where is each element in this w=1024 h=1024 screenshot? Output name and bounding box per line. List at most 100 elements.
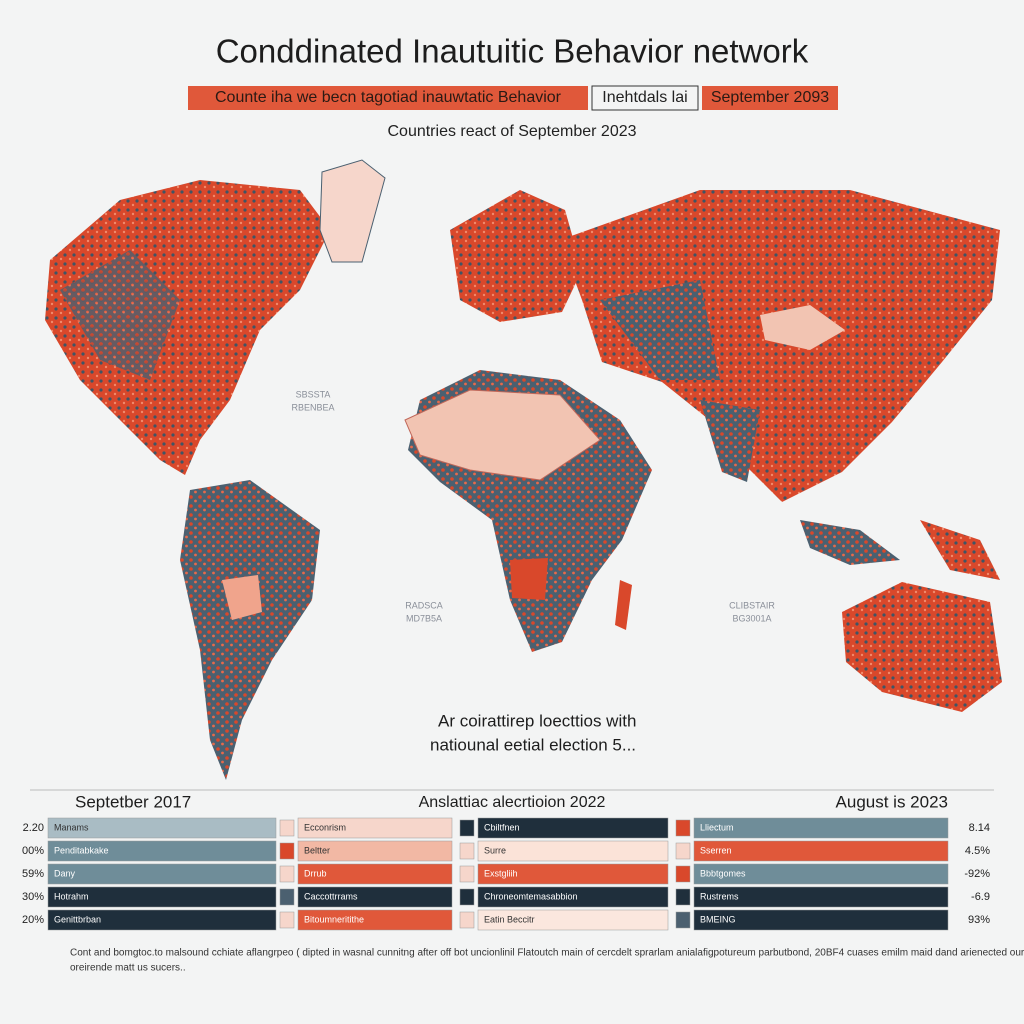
asia — [560, 190, 1000, 502]
row-value: -6.9 — [971, 891, 990, 903]
row-value: 00% — [22, 845, 44, 857]
table-marker — [459, 865, 475, 883]
table-label: Sserren — [700, 845, 732, 855]
region — [404, 389, 601, 481]
map-label: CLIBSTAIR — [729, 600, 775, 610]
table-label: Genittbrban — [54, 914, 101, 924]
table-label: Drrub — [304, 868, 327, 878]
row-value: 20% — [22, 914, 44, 926]
row-value: 4.5% — [965, 845, 990, 857]
indonesia — [800, 520, 900, 565]
table-marker — [675, 842, 691, 860]
table-header: Anslattiac alecrtioion 2022 — [419, 794, 606, 811]
table-bar — [477, 863, 669, 885]
islands — [920, 520, 1000, 580]
region — [222, 575, 262, 620]
banner-text: September 2093 — [711, 89, 829, 106]
banner-segment — [591, 85, 699, 111]
table-bar — [693, 909, 949, 931]
map-label: BG3001A — [732, 613, 771, 623]
table-label: Beltter — [304, 845, 330, 855]
table-marker — [675, 865, 691, 883]
title: Conddinated Inautuitic Behavior network — [216, 33, 809, 70]
footer: Cont and bomgtoc.to malsound cchiate afl… — [70, 948, 1024, 959]
table-label: BMEING — [700, 914, 736, 924]
table-label: Penditabkake — [54, 845, 109, 855]
row-value: 30% — [22, 891, 44, 903]
map-label: SBSSTA — [296, 389, 331, 399]
row-value: 93% — [968, 914, 990, 926]
table-bar — [297, 909, 453, 931]
table-bar — [477, 817, 669, 839]
map-labels: SBSSTA RBENBEA RADSCA MD7B5A CLIBSTAIR B… — [291, 389, 775, 623]
map-label: RADSCA — [405, 600, 443, 610]
region — [60, 250, 180, 380]
table-bar — [477, 886, 669, 908]
table-label: Lliectum — [700, 822, 734, 832]
australia — [842, 582, 1002, 712]
annotation: natiounal eetial election 5... — [430, 735, 636, 754]
footer: oreirende matt us sucers.. — [70, 963, 186, 974]
table-bar — [47, 886, 277, 908]
table-marker — [459, 819, 475, 837]
table-label: Hotrahm — [54, 891, 89, 901]
table-bar — [693, 863, 949, 885]
table-label: Bitoumneritithe — [304, 914, 364, 924]
table-label: Rustrems — [700, 891, 739, 901]
caption: Countries react of September 2023 — [387, 123, 636, 140]
table-header: Septetber 2017 — [75, 792, 191, 811]
table-marker — [459, 888, 475, 906]
map-label: MD7B5A — [406, 613, 442, 623]
banner-text: Inehtdals lai — [602, 89, 687, 106]
table-marker — [675, 888, 691, 906]
world-map — [45, 159, 1002, 780]
banner-segment — [702, 86, 838, 110]
annotation: Ar coirattirep loecttios with — [438, 711, 636, 730]
india — [700, 400, 760, 482]
table-header: August is 2023 — [836, 792, 948, 811]
greenland — [319, 159, 386, 263]
table-marker — [675, 819, 691, 837]
table-marker — [279, 865, 295, 883]
table: Manams Penditabkake Dany Hotrahm Genittbrban… — [22, 817, 990, 931]
table-label: Caccottrrams — [304, 891, 358, 901]
table-label: Cbiltfnen — [484, 822, 520, 832]
region — [760, 305, 845, 350]
table-marker — [279, 888, 295, 906]
row-value: 2.20 — [23, 822, 44, 834]
table-marker — [279, 842, 295, 860]
table-marker — [459, 842, 475, 860]
table-bar — [297, 840, 453, 862]
table-bar — [477, 909, 669, 931]
table-label: Ecconrism — [304, 822, 346, 832]
table-label: Manams — [54, 822, 89, 832]
table-label: Exstgliih — [484, 868, 518, 878]
row-value: 59% — [22, 868, 44, 880]
table-bar — [693, 886, 949, 908]
table-bar — [297, 817, 453, 839]
table-label: Surre — [484, 845, 506, 855]
table-label: Eatin Beccitr — [484, 914, 535, 924]
banner-text: Counte iha we becn tagotiad inauwtatic B… — [215, 89, 562, 106]
europe — [450, 190, 582, 322]
table-bar — [47, 817, 277, 839]
north-america — [45, 180, 330, 475]
table-bar — [477, 840, 669, 862]
table-bar — [297, 886, 453, 908]
table-bar — [693, 817, 949, 839]
madagascar — [615, 580, 632, 630]
table-label: Chroneomtemasabbion — [484, 891, 578, 901]
table-marker — [675, 911, 691, 929]
table-bar — [47, 840, 277, 862]
table-marker — [459, 911, 475, 929]
table-marker — [279, 911, 295, 929]
banner-segment — [188, 86, 588, 110]
row-value: 8.14 — [969, 822, 990, 834]
region — [600, 280, 720, 380]
row-value: -92% — [964, 868, 990, 880]
table-bar — [693, 840, 949, 862]
south-america — [180, 480, 320, 780]
table-marker — [279, 819, 295, 837]
